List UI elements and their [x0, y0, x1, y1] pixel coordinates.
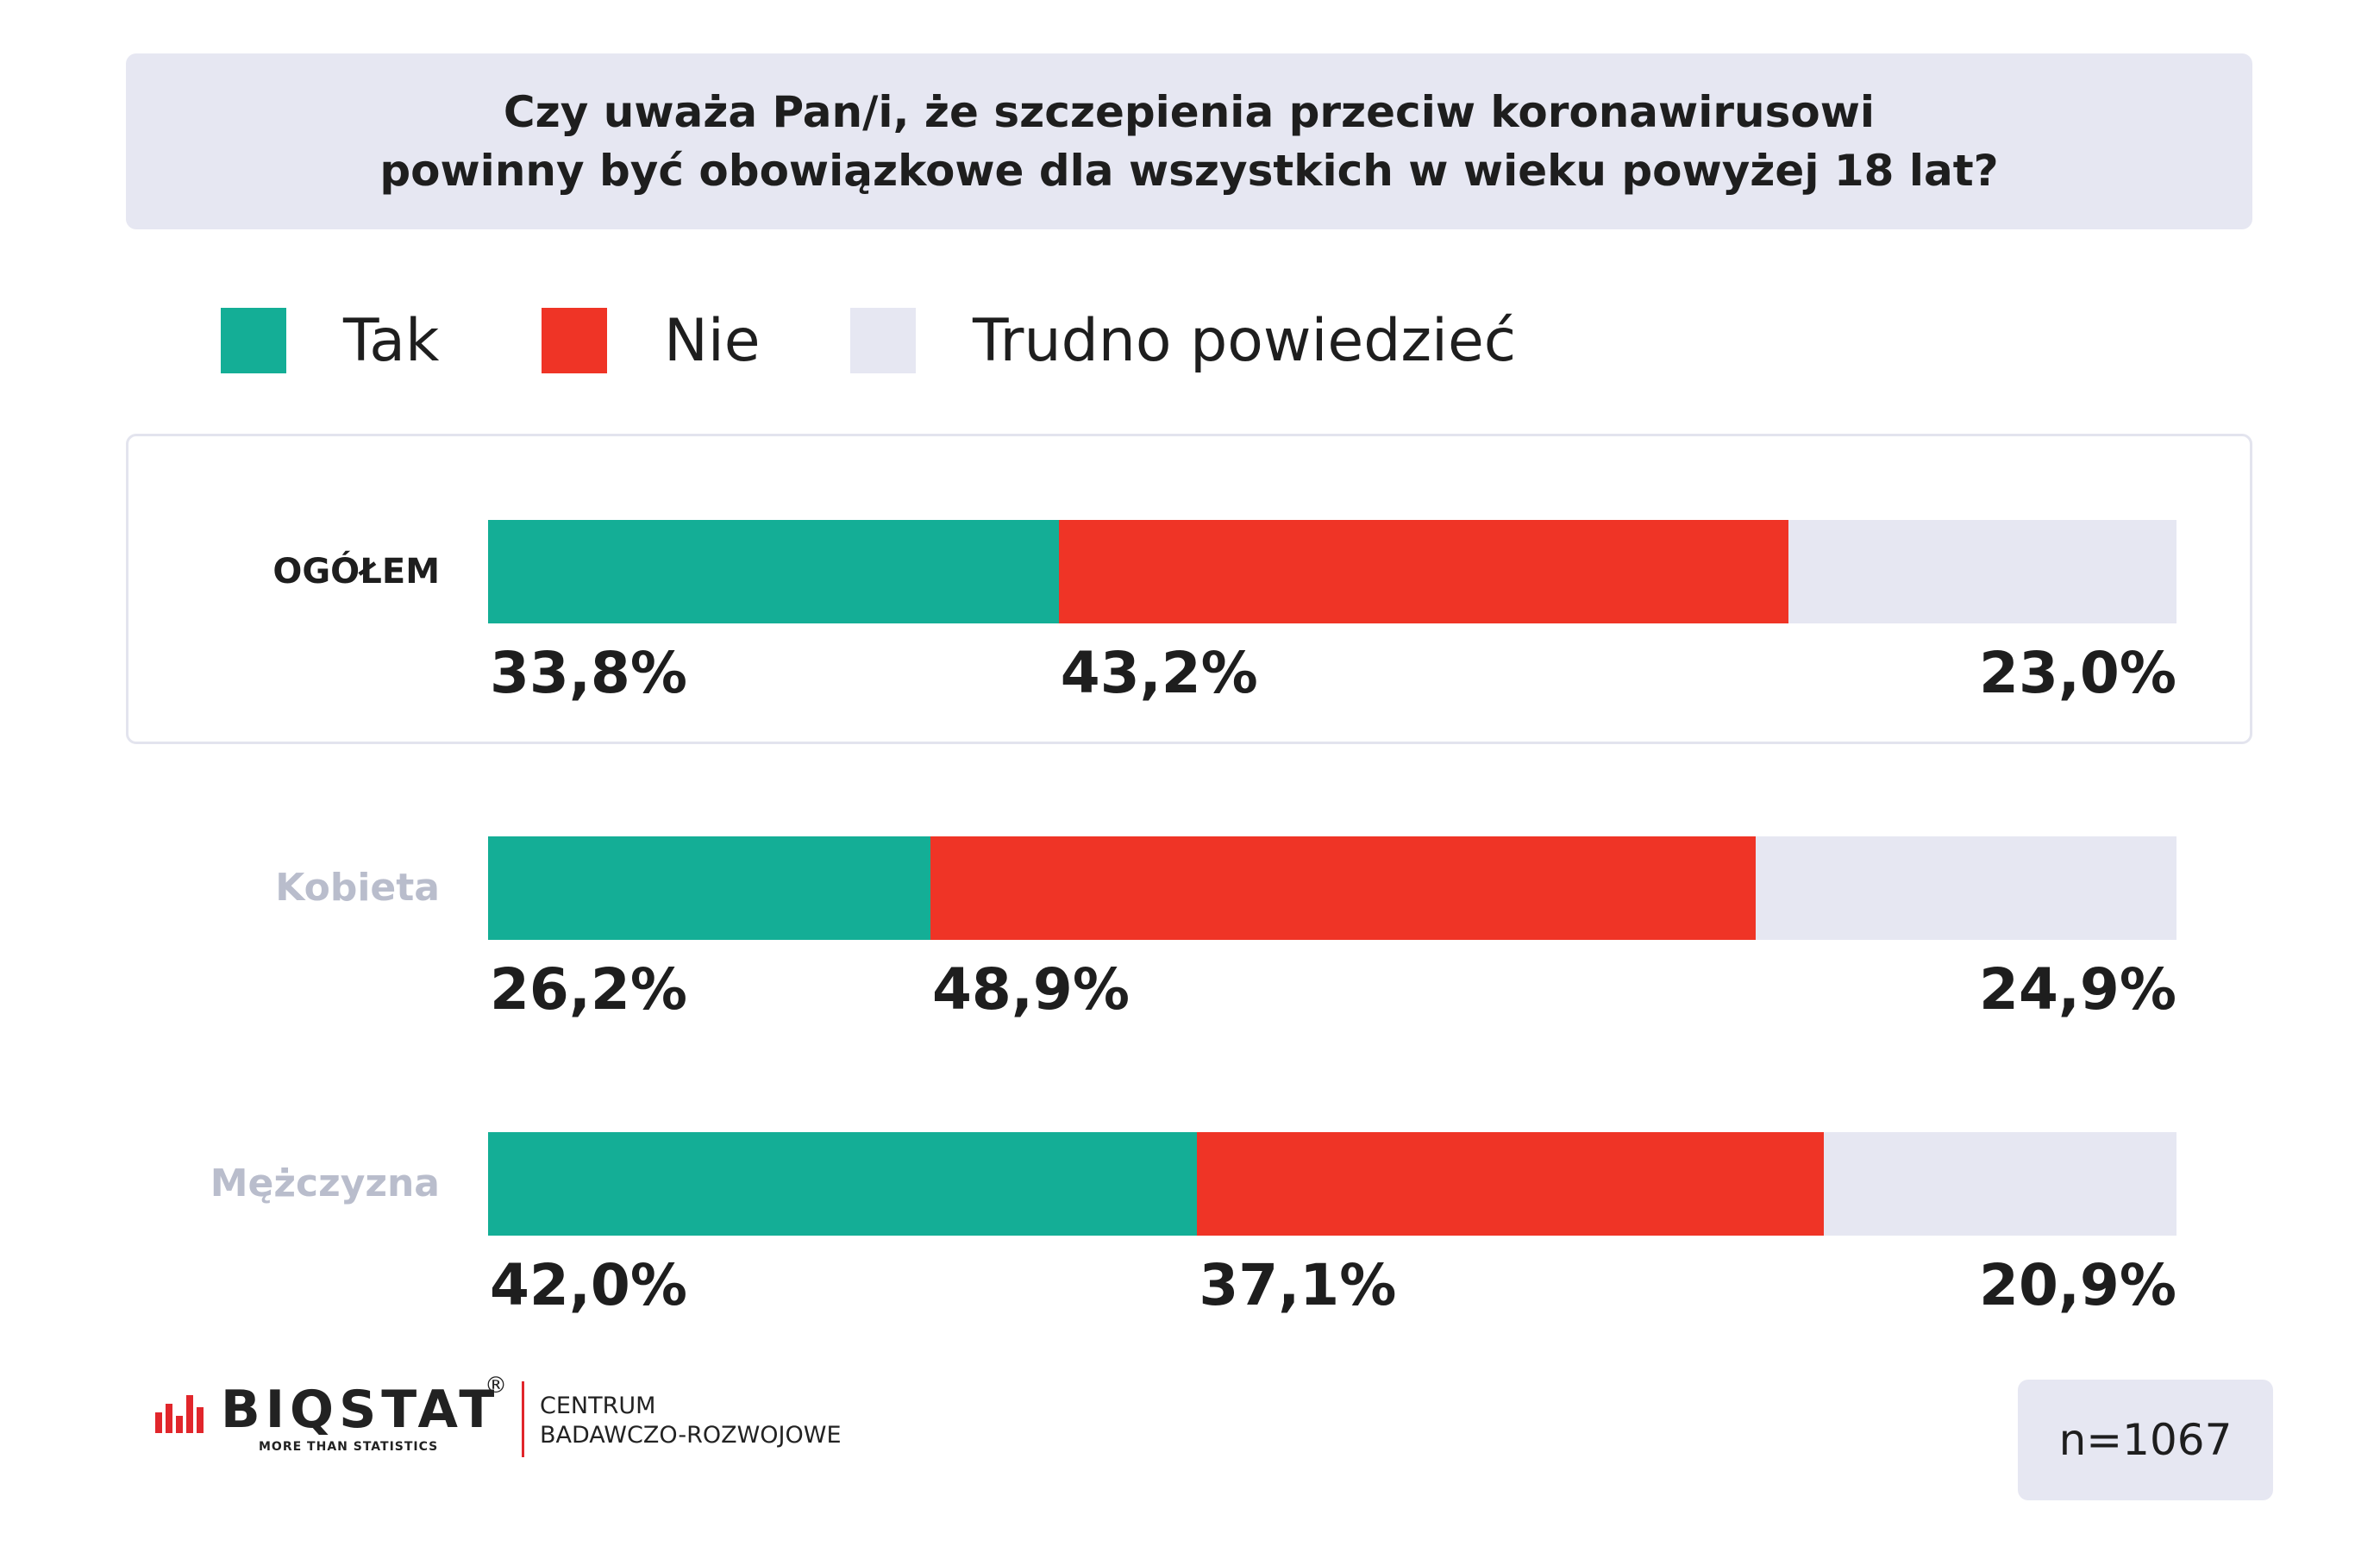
legend-item-tak: Tak: [221, 306, 439, 375]
legend-label-tak: Tak: [343, 306, 440, 375]
data-label: 42,0%: [490, 1252, 687, 1318]
logo-divider: [522, 1381, 524, 1457]
data-label: 43,2%: [1060, 640, 1258, 706]
bar-segment: [488, 1132, 1198, 1236]
sample-size-box: n=1067: [2018, 1380, 2273, 1500]
legend-swatch-trudno: [850, 308, 916, 373]
bar-segment: [488, 520, 1059, 623]
bar-segment: [1788, 520, 2176, 623]
bar-segment: [1823, 1132, 2176, 1236]
legend-swatch-tak: [221, 308, 286, 373]
logo-tagline: MORE THAN STATISTICS: [259, 1440, 439, 1454]
logo-bars-icon: [155, 1395, 204, 1433]
data-label: 26,2%: [490, 956, 687, 1023]
legend-swatch-nie: [542, 308, 607, 373]
bar-segment: [1197, 1132, 1824, 1236]
chart-title-box: Czy uważa Pan/i, że szczepienia przeciw …: [126, 53, 2252, 229]
chart-title-line-2: powinny być obowiązkowe dla wszystkich w…: [379, 146, 1999, 196]
category-label: Mężczyzna: [210, 1161, 440, 1205]
data-label: 24,9%: [1979, 956, 2176, 1023]
bar-segment: [1058, 520, 1788, 623]
logo-registered-mark: ®: [485, 1373, 507, 1399]
legend-item-nie: Nie: [542, 306, 761, 375]
logo-sub-line-1: CENTRUM: [540, 1393, 656, 1419]
legend-item-trudno: Trudno powiedzieć: [850, 306, 1516, 375]
biostat-logo: BIQSTAT ® MORE THAN STATISTICS CENTRUM B…: [155, 1373, 931, 1459]
data-label: 33,8%: [490, 640, 687, 706]
logo-sub-line-2: BADAWCZO-ROZWOJOWE: [540, 1422, 842, 1449]
chart-title-line-1: Czy uważa Pan/i, że szczepienia przeciw …: [503, 87, 1876, 137]
bar-segment: [930, 836, 1757, 940]
legend-label-trudno: Trudno powiedzieć: [973, 306, 1517, 375]
data-label: 37,1%: [1199, 1252, 1397, 1318]
logo-wordmark: BIQSTAT: [221, 1380, 500, 1440]
data-label: 23,0%: [1979, 640, 2176, 706]
category-label: Kobieta: [275, 866, 440, 910]
data-label: 20,9%: [1979, 1252, 2176, 1318]
legend-label-nie: Nie: [664, 306, 761, 375]
bar-segment: [488, 836, 930, 940]
bar-segment: [1756, 836, 2176, 940]
sample-size-label: n=1067: [2058, 1415, 2233, 1465]
data-label: 48,9%: [931, 956, 1130, 1023]
category-label: OGÓŁEM: [272, 552, 440, 592]
